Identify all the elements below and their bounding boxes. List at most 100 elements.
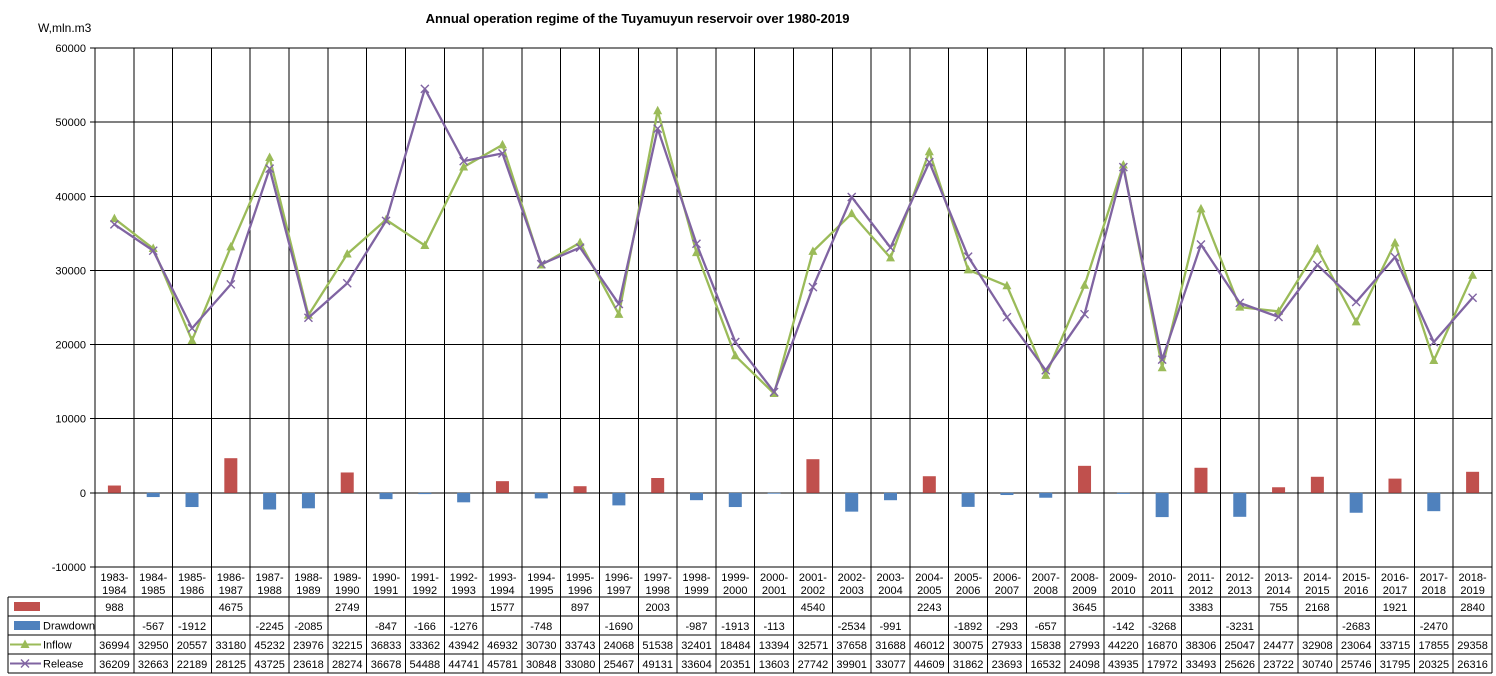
triangle-marker [1390, 237, 1400, 247]
table-cell-value: -113 [763, 621, 784, 633]
legend-release-marker [20, 659, 30, 668]
triangle-marker [420, 240, 430, 250]
year-label: 1988- [294, 572, 322, 584]
table-cell-value: -987 [685, 621, 707, 633]
year-label: 1995 [529, 585, 553, 597]
triangle-marker [1429, 355, 1439, 364]
table-cell-value: -293 [996, 621, 1018, 633]
year-label: 2008- [1070, 572, 1098, 584]
legend-label: Release [43, 659, 83, 671]
drawdown-bar [1000, 492, 1014, 496]
category-axis-labels: 1983-1984 1984-1985 1985-1986 1986-1987 1987… [100, 572, 1487, 597]
table-cell-value: 36833 [371, 640, 402, 652]
year-label: 1996 [568, 585, 592, 597]
year-label: 2006 [956, 585, 980, 597]
year-label: 1989 [296, 585, 320, 597]
drawdown-bar [457, 492, 471, 503]
table-cell-value: 25467 [604, 659, 635, 671]
triangle-marker [847, 208, 857, 218]
table-cell-value: 43942 [448, 640, 479, 652]
y-tick-label: 0 [80, 488, 86, 500]
table-cell-value: 30075 [953, 640, 984, 652]
x-marker [265, 164, 275, 174]
year-label: 1990 [335, 585, 359, 597]
fill-bar [651, 478, 665, 493]
fill-bar [224, 458, 238, 493]
year-label: 2000- [760, 572, 788, 584]
drawdown-bar [1427, 492, 1441, 512]
table-cell-value: -2085 [294, 621, 322, 633]
table-cell-value: 4540 [801, 602, 825, 614]
data-table-frame [7, 596, 1492, 674]
x-marker [1390, 252, 1400, 262]
triangle-marker [1002, 280, 1012, 290]
table-cell-value: 23618 [293, 659, 324, 671]
x-marker [886, 243, 896, 253]
year-label: 2002 [801, 585, 825, 597]
x-marker [1429, 337, 1439, 347]
x-marker [769, 387, 779, 397]
triangle-marker [1312, 243, 1322, 253]
legend-drawdown-swatch [14, 621, 40, 630]
table-cell-value: 33362 [410, 640, 441, 652]
table-cell-value: 44741 [448, 659, 479, 671]
x-marker [497, 148, 507, 158]
table-cell-value: 2749 [335, 602, 359, 614]
table-cell-value: 33743 [565, 640, 596, 652]
triangle-marker [265, 152, 275, 161]
year-label: 2011- [1187, 572, 1215, 584]
table-cell-value: 46932 [487, 640, 518, 652]
table-cell-value: 13394 [759, 640, 790, 652]
table-cell-value: 16532 [1030, 659, 1061, 671]
table-cell-value: 25047 [1224, 640, 1255, 652]
chart-title: Annual operation regime of the Tuyamuyun… [425, 11, 850, 26]
drawdown-bar [767, 492, 781, 494]
table-cell-value: 23693 [992, 659, 1023, 671]
table-cell-value: 20351 [720, 659, 751, 671]
legend-label: Inflow [43, 640, 72, 652]
year-label: 2013- [1264, 572, 1292, 584]
table-cell-value: -567 [142, 621, 164, 633]
year-label: 2002- [838, 572, 866, 584]
table-cell-value: 24098 [1069, 659, 1100, 671]
year-label: 2008 [1033, 585, 1057, 597]
table-cell-value: 49131 [642, 659, 673, 671]
table-cell-value: 15838 [1030, 640, 1061, 652]
year-label: 2007 [995, 585, 1019, 597]
year-label: 1983- [100, 572, 128, 584]
table-cell-value: 51538 [642, 640, 673, 652]
table-cell-value: 33604 [681, 659, 712, 671]
table-cell-value: 2840 [1460, 602, 1484, 614]
x-marker [575, 243, 585, 253]
drawdown-bar [1349, 492, 1363, 513]
release-line [113, 87, 1474, 394]
triangle-marker [1235, 302, 1245, 311]
table-cell-value: 36209 [99, 659, 130, 671]
table-cell-value: 13603 [759, 659, 790, 671]
triangle-marker [614, 309, 624, 318]
table-cell-value: 43725 [254, 659, 285, 671]
table-cell-value: 31862 [953, 659, 984, 671]
fill-bar [922, 476, 936, 493]
table-cell-value: 32571 [798, 640, 829, 652]
table-cell-value: 37658 [836, 640, 867, 652]
year-label: 2016 [1344, 585, 1368, 597]
drawdown-bars [146, 492, 1441, 518]
year-label: 2015- [1342, 572, 1370, 584]
x-marker [109, 219, 119, 229]
y-axis-unit-label: W,mln.m3 [38, 21, 92, 35]
table-cell-value: -847 [375, 621, 397, 633]
year-label: 1985 [141, 585, 165, 597]
fill-bar [1194, 467, 1208, 493]
table-cell-value: -1913 [721, 621, 749, 633]
table-cell-value: 26316 [1457, 659, 1488, 671]
year-label: 1993 [451, 585, 475, 597]
triangle-marker [226, 241, 236, 251]
triangle-marker [187, 335, 197, 344]
x-marker [303, 313, 313, 323]
year-label: 2003- [876, 572, 904, 584]
year-label: 1984 [102, 585, 126, 597]
table-cell-value: 755 [1269, 602, 1287, 614]
y-tick-label: 10000 [55, 414, 86, 426]
